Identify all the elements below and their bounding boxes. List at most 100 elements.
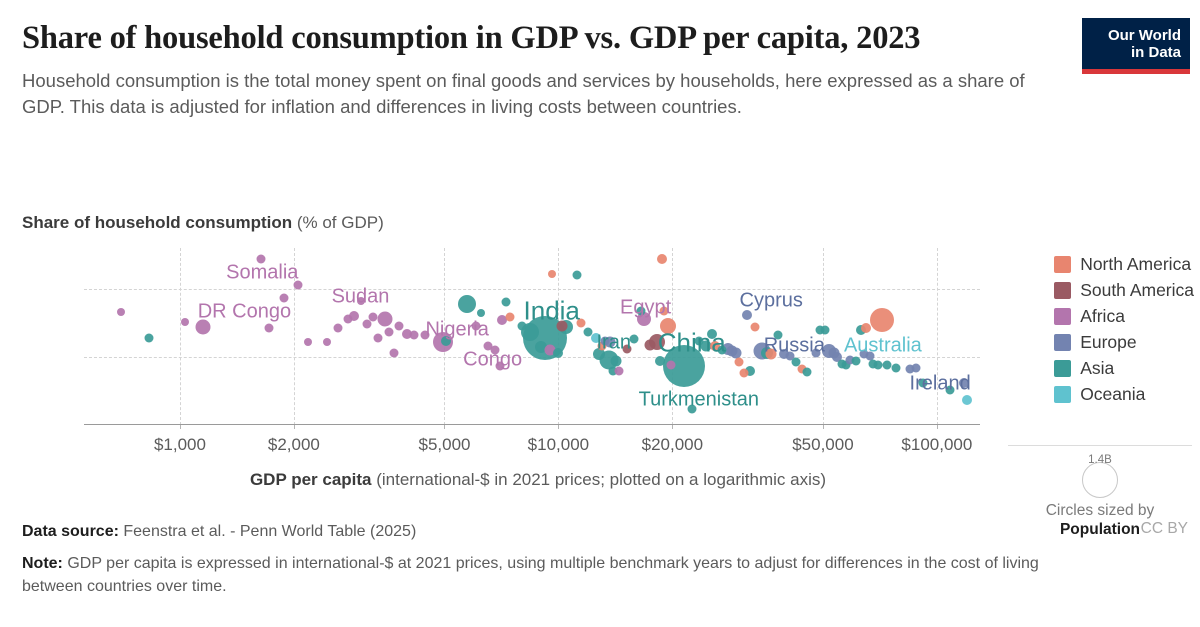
scatter-point[interactable]	[945, 385, 955, 395]
legend-item-south-america[interactable]: South America	[1054, 278, 1194, 302]
scatter-point[interactable]	[441, 335, 452, 346]
scatter-point[interactable]	[553, 347, 564, 358]
scatter-point[interactable]	[180, 317, 189, 326]
scatter-point[interactable]	[865, 351, 875, 361]
scatter-point[interactable]	[785, 351, 795, 361]
scatter-point[interactable]	[660, 317, 677, 334]
scatter-point[interactable]	[742, 309, 752, 320]
scatter-point[interactable]	[304, 337, 313, 346]
scatter-point[interactable]	[483, 341, 493, 351]
scatter-point[interactable]	[117, 307, 126, 316]
scatter-point[interactable]	[815, 325, 825, 335]
scatter-point[interactable]	[264, 323, 274, 333]
scatter-point[interactable]	[961, 395, 972, 406]
scatter-point[interactable]	[717, 345, 727, 355]
scatter-point[interactable]	[855, 324, 866, 335]
scatter-point[interactable]	[868, 359, 878, 369]
legend-item-europe[interactable]: Europe	[1054, 330, 1194, 354]
scatter-point[interactable]	[572, 270, 582, 280]
scatter-point[interactable]	[694, 336, 704, 346]
scatter-point[interactable]	[544, 344, 556, 356]
scatter-point[interactable]	[851, 356, 861, 366]
scatter-point[interactable]	[600, 336, 610, 346]
scatter-point[interactable]	[659, 306, 669, 316]
scatter-point[interactable]	[636, 311, 651, 326]
scatter-point[interactable]	[362, 319, 372, 329]
scatter-point[interactable]	[750, 322, 760, 332]
scatter-point[interactable]	[591, 332, 602, 343]
scatter-point[interactable]	[497, 315, 508, 326]
scatter-point[interactable]	[905, 364, 915, 374]
scatter-point[interactable]	[471, 321, 481, 331]
scatter-point[interactable]	[279, 293, 289, 303]
scatter-point[interactable]	[869, 308, 894, 333]
license-label[interactable]: CC BY	[1140, 520, 1188, 537]
scatter-point[interactable]	[608, 366, 618, 376]
scatter-point[interactable]	[820, 325, 830, 335]
scatter-point[interactable]	[644, 339, 656, 351]
legend-item-africa[interactable]: Africa	[1054, 304, 1194, 328]
scatter-point[interactable]	[873, 360, 883, 370]
scatter-point[interactable]	[891, 363, 901, 373]
scatter-point[interactable]	[195, 319, 211, 335]
scatter-point[interactable]	[604, 336, 616, 348]
scatter-point[interactable]	[420, 330, 430, 340]
scatter-point[interactable]	[730, 347, 742, 359]
scatter-point[interactable]	[535, 341, 548, 354]
scatter-point[interactable]	[490, 345, 500, 355]
scatter-point[interactable]	[495, 361, 505, 371]
scatter-point[interactable]	[687, 404, 697, 414]
scatter-point[interactable]	[394, 321, 404, 331]
scatter-point[interactable]	[911, 363, 921, 373]
scatter-point[interactable]	[797, 364, 807, 374]
legend-item-asia[interactable]: Asia	[1054, 356, 1194, 380]
scatter-point[interactable]	[959, 377, 970, 388]
scatter-point[interactable]	[592, 348, 605, 361]
scatter-point[interactable]	[505, 312, 515, 322]
scatter-point[interactable]	[547, 269, 556, 278]
scatter-point[interactable]	[744, 365, 755, 376]
scatter-point[interactable]	[368, 312, 378, 322]
scatter-point[interactable]	[707, 328, 718, 339]
scatter-point[interactable]	[583, 327, 593, 337]
scatter-point[interactable]	[734, 357, 744, 367]
scatter-point[interactable]	[657, 253, 668, 264]
scatter-point[interactable]	[458, 294, 477, 313]
data-source-text[interactable]: Feenstra et al. - Penn World Table (2025…	[123, 523, 417, 540]
scatter-point[interactable]	[384, 327, 394, 337]
scatter-point[interactable]	[323, 337, 332, 346]
scatter-point[interactable]	[622, 344, 632, 354]
scatter-point[interactable]	[477, 309, 486, 318]
scatter-point[interactable]	[811, 348, 821, 358]
scatter-point[interactable]	[348, 311, 359, 322]
scatter-point[interactable]	[861, 323, 872, 334]
scatter-point[interactable]	[293, 280, 303, 290]
scatter-point[interactable]	[343, 314, 353, 324]
scatter-point[interactable]	[144, 333, 154, 343]
legend-item-north-america[interactable]: North America	[1054, 252, 1194, 276]
scatter-point[interactable]	[517, 321, 527, 331]
scatter-point[interactable]	[636, 306, 646, 316]
scatter-point[interactable]	[356, 297, 365, 306]
scatter-point[interactable]	[556, 320, 568, 332]
scatter-point[interactable]	[501, 297, 511, 307]
scatter-point[interactable]	[576, 318, 586, 328]
scatter-point[interactable]	[377, 311, 393, 327]
scatter-point[interactable]	[773, 330, 783, 340]
scatter-point[interactable]	[918, 378, 928, 388]
scatter-point[interactable]	[401, 328, 412, 339]
scatter-point[interactable]	[610, 355, 622, 367]
scatter-point[interactable]	[256, 254, 266, 264]
scatter-point[interactable]	[791, 357, 801, 367]
scatter-point[interactable]	[654, 356, 665, 366]
scatter-point[interactable]	[802, 367, 812, 377]
scatter-point[interactable]	[859, 349, 869, 359]
scatter-plot[interactable]: $1,000 $2,000 $5,000 $10,000 $20,000 $50,000 $…	[84, 248, 980, 454]
scatter-point[interactable]	[845, 355, 855, 365]
scatter-point[interactable]	[700, 340, 712, 352]
scatter-point[interactable]	[739, 368, 749, 378]
scatter-point[interactable]	[832, 351, 843, 362]
continent-legend[interactable]: North America South America Africa Europe As…	[1054, 252, 1194, 406]
scatter-point[interactable]	[710, 341, 721, 352]
owid-logo[interactable]: Our World in Data	[1082, 18, 1190, 74]
